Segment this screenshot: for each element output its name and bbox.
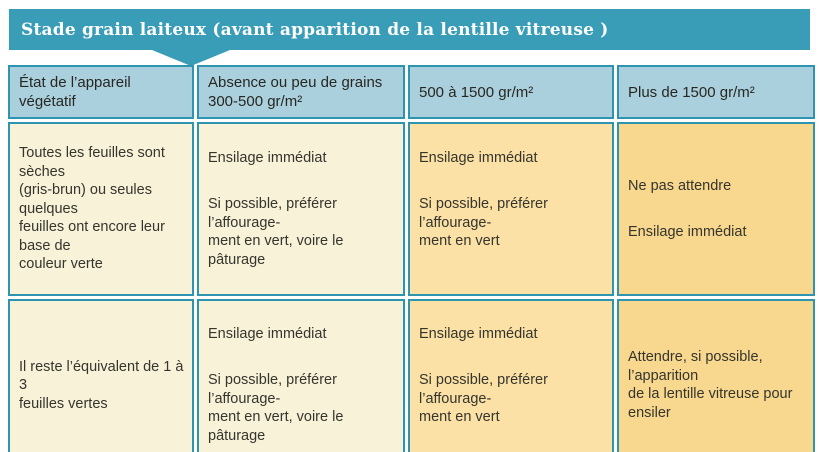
- cell-paragraph: Ensilage immédiat: [208, 149, 327, 166]
- banner-title: Stade grain laiteux (avant apparition de…: [21, 19, 609, 40]
- row-condition-cell: Il reste l’équivalent de 1 à 3 feuilles …: [8, 298, 194, 452]
- banner-arrow-down-icon: [152, 50, 230, 66]
- table-cell: Ne pas attendre Ensilage immédiat: [617, 122, 815, 296]
- table-cell: Ensilage immédiat Si possible, préférer …: [197, 122, 405, 296]
- row-condition-cell: Toutes les feuilles sont sèches (gris-br…: [8, 122, 194, 296]
- table-row: Toutes les feuilles sont sèches (gris-br…: [8, 122, 815, 296]
- cell-paragraph: Ensilage immédiat: [419, 149, 538, 166]
- cell-paragraph: Attendre, si possible, l’apparition de l…: [628, 349, 793, 421]
- section-banner: Stade grain laiteux (avant apparition de…: [9, 9, 810, 50]
- table-cell: Ensilage immédiat Si possible, préférer …: [197, 298, 405, 452]
- table-cell: Attendre, si possible, l’apparition de l…: [617, 298, 815, 452]
- header-row: État de l’appareil végétatif Absence ou …: [8, 65, 815, 120]
- cell-paragraph: Ne pas attendre: [628, 177, 732, 194]
- table-row: Il reste l’équivalent de 1 à 3 feuilles …: [8, 298, 815, 452]
- cell-paragraph: Ensilage immédiat: [419, 326, 538, 343]
- column-header-plus-1500: Plus de 1500 gr/m²: [617, 65, 815, 120]
- cell-paragraph: Si possible, préférer l’affourage- ment …: [208, 196, 344, 268]
- table-cell: Ensilage immédiat Si possible, préférer …: [408, 122, 614, 296]
- column-header-vegetative-state: État de l’appareil végétatif: [8, 65, 194, 120]
- column-header-absence-grains: Absence ou peu de grains 300-500 gr/m²: [197, 65, 405, 120]
- cell-paragraph: Ensilage immédiat: [208, 326, 327, 343]
- cell-paragraph: Si possible, préférer l’affourage- ment …: [419, 372, 548, 426]
- cell-paragraph: Si possible, préférer l’affourage- ment …: [208, 372, 344, 445]
- table-cell: Ensilage immédiat Si possible, préférer …: [408, 298, 614, 452]
- cell-paragraph: Si possible, préférer l’affourage- ment …: [419, 196, 548, 250]
- cell-paragraph: Ensilage immédiat: [628, 223, 747, 240]
- decision-table: État de l’appareil végétatif Absence ou …: [5, 62, 818, 452]
- column-header-500-1500: 500 à 1500 gr/m²: [408, 65, 614, 120]
